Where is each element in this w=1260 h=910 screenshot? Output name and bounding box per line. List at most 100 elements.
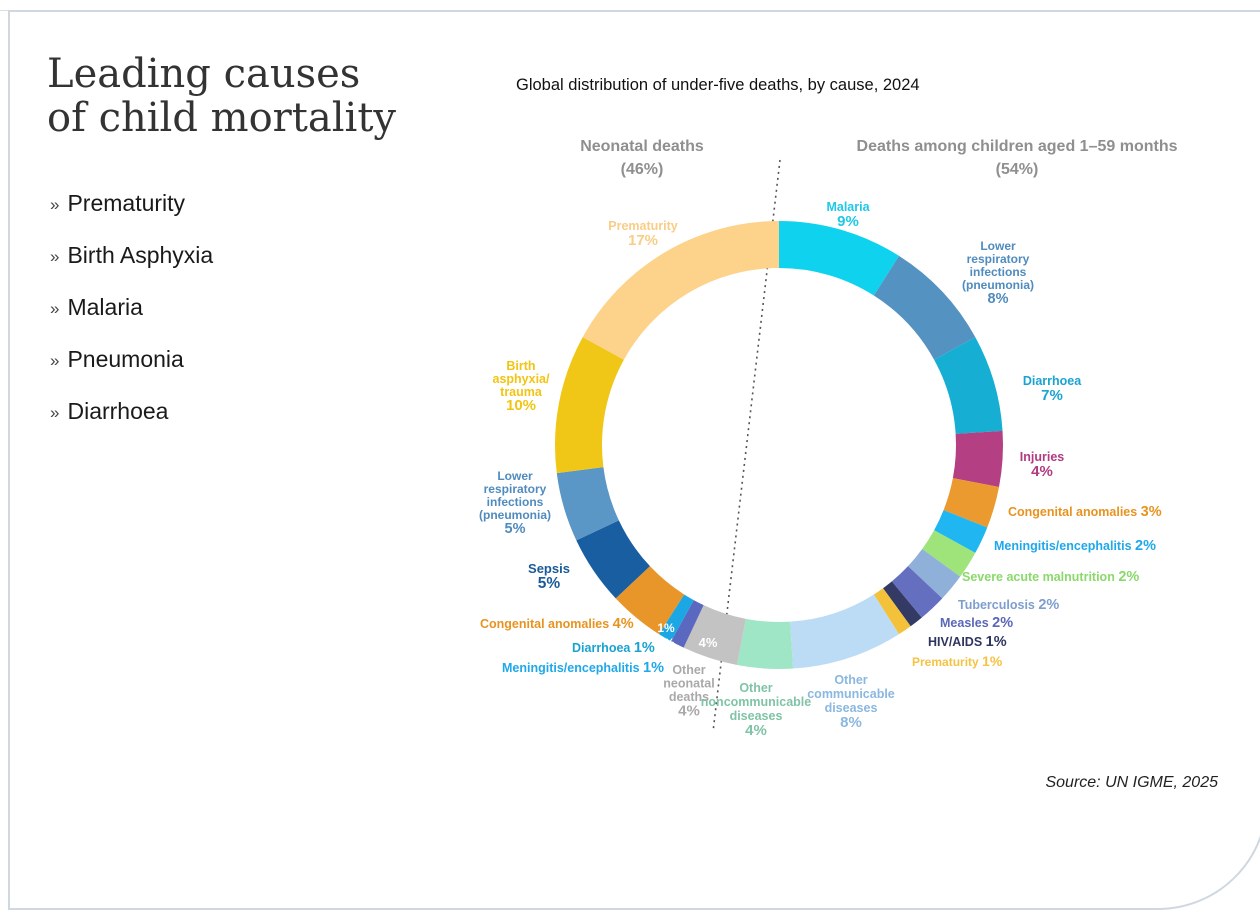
bullet-item: » Malaria xyxy=(50,288,213,340)
slice-1-59-months-injuries xyxy=(952,430,1003,487)
slice-label-1-59-months-prematurity-value: 1% xyxy=(982,653,1003,669)
slice-label-1-59-months-injuries-name-line: Injuries xyxy=(1020,450,1065,464)
slice-inring-value-neonatal-other-neonatal-deaths: 4% xyxy=(699,635,718,650)
source-note: Source: UN IGME, 2025 xyxy=(1045,774,1218,791)
slice-1-59-months-congenital-anomalies xyxy=(943,478,1000,528)
bullet-text: Malaria xyxy=(67,294,143,320)
bullet-item: » Diarrhoea xyxy=(50,392,213,444)
bullet-item: » Birth Asphyxia xyxy=(50,236,213,288)
slice-label-neonatal-lower-respiratory-infections-pneumonia-name-line: infections xyxy=(487,495,544,509)
slice-neonatal-other-neonatal-deaths xyxy=(683,605,746,666)
slice-label-1-59-months-meningitis-encephalitis-name: Meningitis/encephalitis xyxy=(994,539,1135,553)
slice-label-1-59-months-lower-respiratory-infections-pneumonia-name-line: respiratory xyxy=(967,252,1030,266)
slice-label-1-59-months-lower-respiratory-infections-pneumonia-name-line: Lower xyxy=(980,239,1016,253)
bullet-text: Diarrhoea xyxy=(67,398,169,424)
bullet-text: Birth Asphyxia xyxy=(67,242,214,268)
slice-1-59-months-meningitis-encephalitis xyxy=(934,510,988,553)
slide-title-line-1: Leading causes xyxy=(47,51,361,97)
donut-chart: Neonatal deaths (46%) Deaths among child… xyxy=(479,138,1178,739)
slice-neonatal-sepsis xyxy=(576,520,650,599)
bullet-marker: » xyxy=(50,351,60,370)
slice-label-neonatal-lower-respiratory-infections-pneumonia-name-line: respiratory xyxy=(484,482,547,496)
bullet-item: » Pneumonia xyxy=(50,340,213,392)
slice-label-1-59-months-diarrhoea-name-line: Diarrhoea xyxy=(1023,374,1082,388)
slice-label-neonatal-meningitis-encephalitis: Meningitis/encephalitis 1% xyxy=(502,660,664,676)
bullet-marker: » xyxy=(50,403,60,422)
slice-1-59-months-hiv-aids xyxy=(883,581,922,627)
slice-label-1-59-months-tuberculosis: Tuberculosis 2% xyxy=(958,597,1059,613)
slice-label-neonatal-birth-asphyxia-trauma-name-line: Birth xyxy=(506,359,535,373)
slice-1-59-months-tuberculosis xyxy=(908,549,961,599)
slice-label-1-59-months-other-communicable-diseases-name-line: diseases xyxy=(825,701,878,715)
slice-label-1-59-months-prematurity-name: Prematurity xyxy=(912,655,982,669)
slice-label-neonatal-other-neonatal-deaths-name-line: deaths xyxy=(669,690,709,704)
slice-1-59-months-malaria xyxy=(779,221,900,296)
bullet-marker: » xyxy=(50,247,60,266)
slice-label-1-59-months-hiv-aids-value: 1% xyxy=(986,634,1007,650)
slice-neonatal-prematurity xyxy=(582,221,779,360)
slice-label-1-59-months-tuberculosis-name: Tuberculosis xyxy=(958,598,1038,612)
slice-label-1-59-months-tuberculosis-value: 2% xyxy=(1038,597,1059,613)
slice-label-neonatal-sepsis-name-line: Sepsis xyxy=(528,561,570,576)
slice-label-neonatal-birth-asphyxia-trauma-name-line: trauma xyxy=(500,385,543,399)
slice-label-neonatal-diarrhoea-value: 1% xyxy=(634,640,655,656)
slice-1-59-months-other-communicable-diseases xyxy=(790,594,900,669)
slice-label-1-59-months-congenital-anomalies-value: 3% xyxy=(1141,504,1162,520)
slice-label-neonatal-other-noncommunicable-diseases-name-line: diseases xyxy=(730,709,783,723)
group-share-1-59-months: (54%) xyxy=(996,161,1039,178)
slice-1-59-months-measles xyxy=(891,566,943,618)
slice-label-neonatal-birth-asphyxia-trauma-name-line: asphyxia/ xyxy=(493,372,551,386)
slice-label-1-59-months-prematurity: Prematurity 1% xyxy=(912,653,1003,669)
slice-label-1-59-months-measles: Measles 2% xyxy=(940,615,1013,631)
slice-label-1-59-months-meningitis-encephalitis-value: 2% xyxy=(1135,538,1156,554)
slice-label-neonatal-lower-respiratory-infections-pneumonia-name-line: Lower xyxy=(497,469,533,483)
slice-1-59-months-diarrhoea xyxy=(934,337,1003,434)
slice-label-1-59-months-congenital-anomalies-name: Congenital anomalies xyxy=(1008,505,1141,519)
slice-label-1-59-months-hiv-aids-name: HIV/AIDS xyxy=(928,635,986,649)
slice-labels: Malaria9%Lowerrespiratoryinfections(pneu… xyxy=(479,200,1162,739)
slice-label-neonatal-congenital-anomalies-value: 4% xyxy=(613,616,634,632)
slice-label-1-59-months-hiv-aids: HIV/AIDS 1% xyxy=(928,634,1007,650)
slice-label-neonatal-prematurity-name-line: Prematurity xyxy=(608,219,678,233)
slice-label-neonatal-prematurity-value: 17% xyxy=(628,232,658,249)
slice-label-1-59-months-severe-acute-malnutrition-name: Severe acute malnutrition xyxy=(962,570,1118,584)
slice-inring-value-neonatal-diarrhoea: 1% xyxy=(657,621,675,635)
slice-neonatal-birth-asphyxia-trauma xyxy=(555,337,624,474)
slice-label-1-59-months-lower-respiratory-infections-pneumonia-name-line: infections xyxy=(970,265,1027,279)
slide-title-line-2: of child mortality xyxy=(47,95,396,141)
slice-label-neonatal-diarrhoea: Diarrhoea 1% xyxy=(572,640,655,656)
bullet-marker: » xyxy=(50,195,60,214)
slice-label-neonatal-other-neonatal-deaths-name-line: Other xyxy=(672,663,705,677)
slice-1-59-months-prematurity xyxy=(873,588,911,635)
slice-label-neonatal-birth-asphyxia-trauma-value: 10% xyxy=(506,397,536,414)
slice-label-1-59-months-other-communicable-diseases-value: 8% xyxy=(840,714,862,731)
bullet-text: Pneumonia xyxy=(67,346,184,372)
slice-label-neonatal-lower-respiratory-infections-pneumonia-value: 5% xyxy=(505,521,526,537)
slice-label-1-59-months-severe-acute-malnutrition: Severe acute malnutrition 2% xyxy=(962,569,1139,585)
slice-label-1-59-months-meningitis-encephalitis: Meningitis/encephalitis 2% xyxy=(994,538,1156,554)
slice-label-1-59-months-other-communicable-diseases-name-line: Other xyxy=(834,673,867,687)
slice-1-59-months-lower-respiratory-infections-pneumonia xyxy=(873,255,976,360)
group-name-neonatal: Neonatal deaths xyxy=(580,138,704,155)
slice-neonatal-diarrhoea xyxy=(658,594,694,642)
slice-label-neonatal-other-noncommunicable-diseases-name-line: Other xyxy=(739,681,772,695)
slice-label-1-59-months-injuries-value: 4% xyxy=(1031,463,1053,480)
slice-label-1-59-months-malaria-value: 9% xyxy=(837,213,859,230)
slice-label-1-59-months-lower-respiratory-infections-pneumonia-value: 8% xyxy=(988,291,1009,307)
slice-label-neonatal-lower-respiratory-infections-pneumonia-name-line: (pneumonia) xyxy=(479,508,551,522)
slice-label-neonatal-sepsis-value: 5% xyxy=(538,575,561,592)
bullet-marker: » xyxy=(50,299,60,318)
slice-label-1-59-months-measles-value: 2% xyxy=(992,615,1013,631)
slice-label-1-59-months-congenital-anomalies: Congenital anomalies 3% xyxy=(1008,504,1162,520)
slice-label-1-59-months-severe-acute-malnutrition-value: 2% xyxy=(1118,569,1139,585)
slice-label-neonatal-meningitis-encephalitis-name: Meningitis/encephalitis xyxy=(502,661,643,675)
chart-title: Global distribution of under-five deaths… xyxy=(516,76,920,94)
slice-neonatal-other-noncommunicable-diseases xyxy=(737,618,794,670)
slice-label-1-59-months-other-communicable-diseases-name-line: communicable xyxy=(807,687,895,701)
slice-neonatal-lower-respiratory-infections-pneumonia xyxy=(556,467,619,541)
slice-label-1-59-months-malaria-name-line: Malaria xyxy=(826,200,870,214)
bullet-item: » Prematurity xyxy=(50,184,213,236)
slice-label-neonatal-other-noncommunicable-diseases-value: 4% xyxy=(745,722,767,739)
group-share-neonatal: (46%) xyxy=(621,161,664,178)
slice-label-neonatal-congenital-anomalies: Congenital anomalies 4% xyxy=(480,616,634,632)
